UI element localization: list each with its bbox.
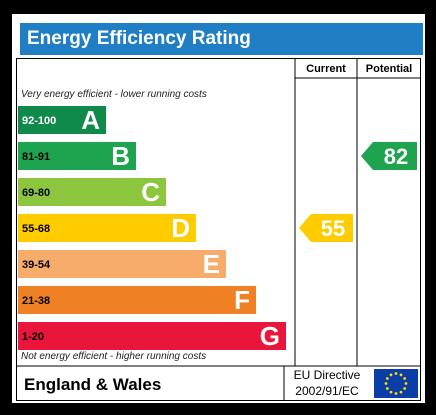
band-bar-e	[18, 250, 226, 278]
potential-column-header: Potential	[366, 63, 412, 75]
epc-card: Energy Efficiency Rating Current Potentia…	[12, 14, 425, 403]
band-bar-d	[18, 214, 196, 242]
eu-flag-star	[389, 373, 393, 377]
eu-flag-star	[399, 390, 403, 394]
eu-flag-star	[403, 377, 407, 380]
band-letter-label: A	[81, 105, 100, 135]
band-letter-label: B	[111, 141, 130, 171]
eu-flag-star	[385, 387, 389, 390]
eu-flag-star	[399, 373, 403, 377]
band-range-label: 92-100	[22, 115, 56, 127]
band-bar-g	[18, 322, 286, 350]
current-rating-value: 55	[321, 216, 345, 241]
eu-flag-star	[394, 392, 398, 395]
current-arrow	[299, 214, 353, 242]
band-bar-f	[18, 286, 256, 314]
band-bar-b	[18, 142, 136, 170]
region-label: England & Wales	[24, 375, 161, 394]
grid-border	[16, 58, 421, 401]
eu-flag-star	[404, 382, 408, 385]
band-letter-label: C	[141, 177, 160, 207]
band-letter-label: D	[171, 213, 190, 243]
potential-rating-value: 82	[384, 144, 408, 169]
band-range-label: 69-80	[22, 187, 50, 199]
band-bar-a	[18, 106, 106, 134]
eu-flag-star	[384, 382, 388, 385]
band-range-label: 21-38	[22, 295, 50, 307]
top-note: Very energy efficient - lower running co…	[21, 89, 207, 100]
current-column-header: Current	[306, 63, 346, 75]
title-bar: Energy Efficiency Rating	[20, 23, 423, 55]
chart-title: Energy Efficiency Rating	[27, 28, 251, 49]
eu-flag-star	[385, 377, 389, 380]
rating-grid: Current Potential Very energy efficient - …	[16, 58, 421, 401]
eu-flag-star	[389, 390, 393, 394]
band-range-label: 55-68	[22, 223, 50, 235]
band-range-label: 1-20	[22, 331, 44, 343]
rating-chart-svg: Current Potential Very energy efficient - …	[16, 58, 421, 401]
band-letter-label: F	[234, 285, 250, 315]
band-range-label: 81-91	[22, 151, 50, 163]
band-bar-c	[18, 178, 166, 206]
band-letter-label: E	[203, 249, 220, 279]
potential-arrow	[361, 142, 417, 170]
eu-flag-star	[403, 387, 407, 390]
band-letter-label: G	[260, 321, 280, 351]
directive-line-2: 2002/91/EC	[295, 384, 359, 398]
directive-line-1: EU Directive	[294, 368, 361, 382]
eu-flag-star	[394, 372, 398, 375]
band-range-label: 39-54	[22, 259, 51, 271]
bottom-note: Not energy efficient - higher running co…	[21, 351, 206, 362]
